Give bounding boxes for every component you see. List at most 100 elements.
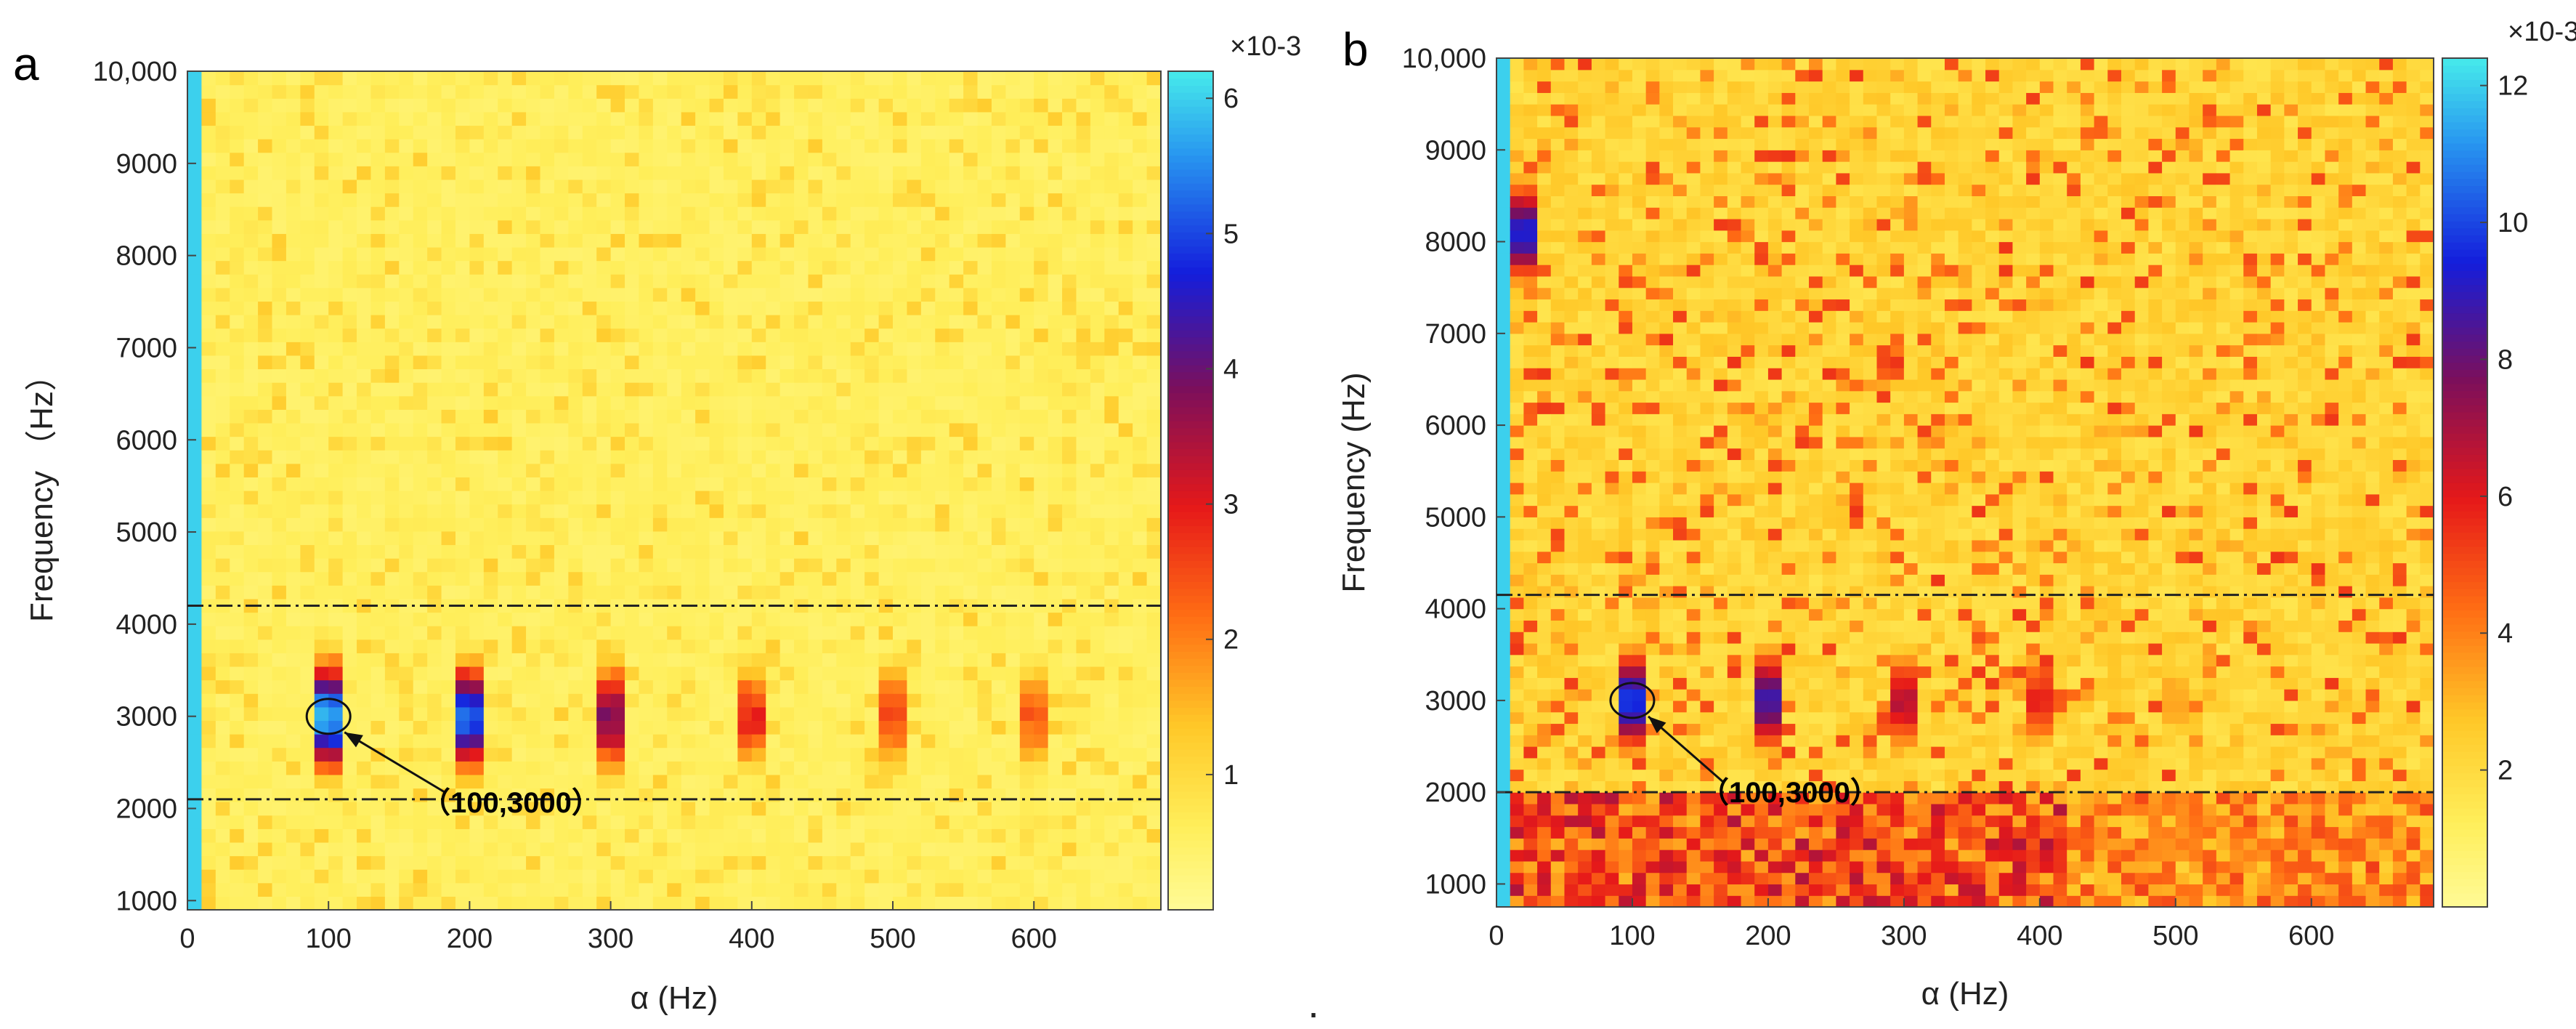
heatmap-cell [991, 152, 1006, 166]
heatmap-cell [864, 693, 880, 708]
heatmap-cell [893, 706, 908, 722]
heatmap-cell [836, 734, 851, 748]
heatmap-cell [822, 679, 837, 694]
heatmap-cell [864, 233, 880, 248]
heatmap-cell [300, 152, 315, 166]
heatmap-cell [822, 734, 837, 748]
heatmap-cell [1510, 344, 1524, 357]
heatmap-cell [1005, 71, 1021, 86]
heatmap-cell [864, 761, 880, 775]
heatmap-cell [1133, 463, 1148, 477]
heatmap-cell [723, 693, 738, 708]
heatmap-cell [977, 828, 992, 843]
heatmap-cell [540, 679, 555, 694]
heatmap-cell [963, 517, 979, 532]
heatmap-cell [1118, 206, 1133, 221]
heatmap-cell [370, 612, 386, 626]
heatmap-cell [1104, 491, 1119, 505]
heatmap-cell [455, 734, 471, 748]
heatmap-cell [596, 612, 612, 626]
heatmap-cell [596, 463, 612, 477]
heatmap-cell [1550, 344, 1566, 357]
heatmap-cell [1537, 838, 1552, 850]
heatmap-cell [1034, 558, 1049, 573]
heatmap-cell [1496, 815, 1511, 828]
heatmap-cell [963, 409, 979, 424]
heatmap-cell [625, 382, 640, 397]
heatmap-cell [808, 246, 823, 262]
heatmap-cell [695, 274, 710, 288]
heatmap-cell [1564, 299, 1579, 311]
heatmap-cell [399, 355, 414, 370]
heatmap-cell [1005, 491, 1021, 505]
heatmap-cell [285, 463, 301, 477]
heatmap-cell [582, 558, 597, 573]
heatmap-cell [639, 815, 654, 829]
heatmap-cell [399, 179, 414, 194]
heatmap-cell [498, 436, 513, 451]
heatmap-cell [441, 125, 456, 140]
heatmap-cell [201, 111, 216, 126]
heatmap-cell [977, 179, 992, 194]
heatmap-cell [681, 693, 696, 708]
heatmap-cell [526, 585, 541, 600]
heatmap-cell [1537, 356, 1552, 368]
heatmap-cell [652, 355, 668, 370]
heatmap-cell [1146, 544, 1162, 559]
heatmap-cell [864, 422, 880, 437]
heatmap-cell [1591, 884, 1606, 896]
heatmap-cell [1133, 855, 1148, 870]
heatmap-cell [1062, 626, 1077, 640]
heatmap-cell [342, 368, 357, 383]
heatmap-cell [709, 842, 724, 857]
heatmap-cell [850, 747, 865, 762]
heatmap-cell [864, 395, 880, 410]
heatmap-cell [836, 219, 851, 234]
heatmap-cell [991, 815, 1006, 829]
heatmap-cell [667, 342, 682, 356]
heatmap-cell [540, 219, 555, 234]
colorbar-segment [1168, 385, 1213, 394]
heatmap-cell [1019, 612, 1034, 626]
heatmap-cell [907, 287, 922, 302]
heatmap-cell [1090, 869, 1105, 884]
heatmap-cell [1019, 193, 1034, 207]
heatmap-cell [1034, 855, 1049, 870]
heatmap-cell [328, 842, 344, 857]
heatmap-cell [511, 855, 527, 870]
heatmap-cell [230, 274, 245, 288]
heatmap-cell [977, 869, 992, 884]
heatmap-cell [1019, 869, 1034, 884]
colorbar-segment [1168, 881, 1213, 889]
heatmap-cell [794, 571, 809, 586]
heatmap-cell [201, 734, 216, 748]
heatmap-cell [652, 828, 668, 843]
heatmap-cell [582, 802, 597, 816]
heatmap-cell [554, 450, 569, 464]
heatmap-cell [1104, 693, 1119, 708]
annotation-arrow-shaft [344, 731, 445, 794]
heatmap-cell [667, 246, 682, 262]
heatmap-cell [1550, 368, 1566, 380]
heatmap-cell [935, 477, 950, 491]
heatmap-cell [977, 315, 992, 329]
heatmap-cell [300, 558, 315, 573]
heatmap-cell [526, 206, 541, 221]
heatmap-cell [483, 558, 498, 573]
heatmap-cell [695, 666, 710, 681]
colorbar-segment [1168, 839, 1213, 848]
heatmap-cell [920, 517, 936, 532]
heatmap-cell [511, 409, 527, 424]
heatmap-cell [258, 436, 273, 451]
heatmap-cell [920, 639, 936, 653]
heatmap-cell [230, 301, 245, 315]
heatmap-cell [258, 368, 273, 383]
heatmap-cell [949, 815, 964, 829]
heatmap-cell [1496, 126, 1511, 140]
heatmap-cell [413, 328, 428, 342]
heatmap-cell [695, 368, 710, 383]
heatmap-cell [1564, 379, 1579, 392]
heatmap-cell [1564, 620, 1579, 632]
heatmap-cell [1034, 706, 1049, 722]
heatmap-cell [864, 463, 880, 477]
